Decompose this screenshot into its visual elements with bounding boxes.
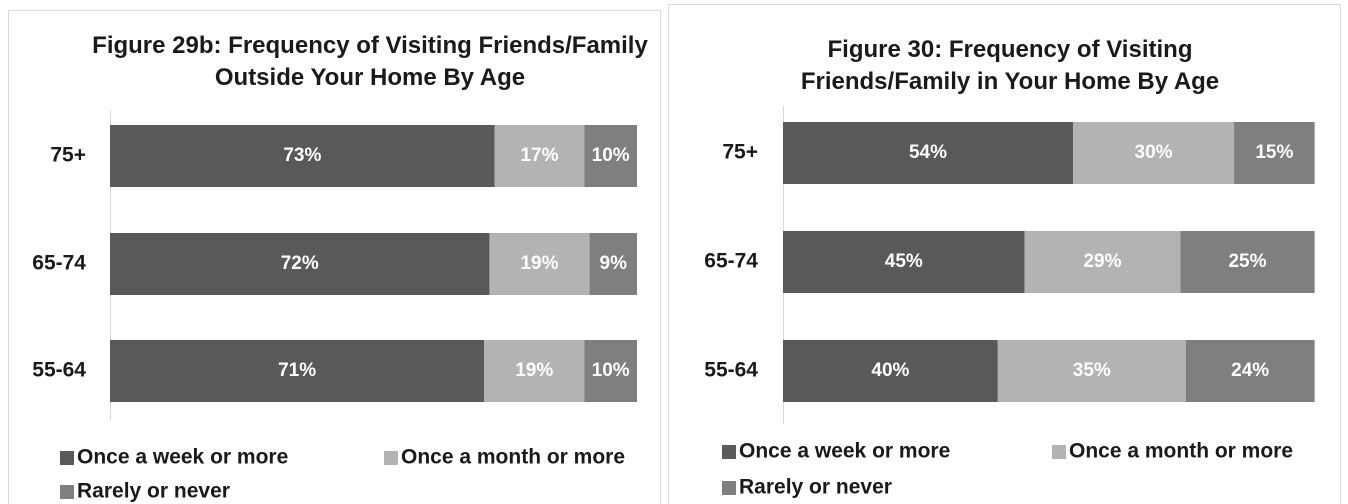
legend-label: Rarely or never [77, 480, 230, 503]
bar-segment [783, 231, 1025, 293]
category-label: 55-64 [704, 359, 758, 382]
legend-label: Once a week or more [739, 440, 950, 463]
bar-segment [489, 233, 590, 295]
value-label: 29% [1083, 251, 1121, 272]
bar-segment [783, 122, 1073, 184]
category-label: 75+ [50, 144, 86, 167]
value-label: 25% [1228, 251, 1266, 272]
panel-border [8, 10, 661, 504]
category-label: 75+ [722, 141, 758, 164]
legend-swatch [722, 445, 736, 459]
value-label: 73% [283, 145, 321, 166]
legend-swatch [60, 451, 74, 465]
value-label: 72% [281, 253, 319, 274]
bar-segment [1234, 122, 1315, 184]
panel-border [668, 4, 1341, 504]
bar-segment [494, 125, 585, 187]
chart-title: Figure 30: Frequency of Visiting Friends… [800, 36, 1220, 95]
value-label: 10% [592, 145, 630, 166]
legend-swatch [722, 481, 736, 495]
value-label: 15% [1255, 142, 1293, 163]
value-label: 30% [1135, 142, 1173, 163]
bar-segment [584, 340, 637, 402]
value-label: 71% [278, 360, 316, 381]
legend-swatch [384, 451, 398, 465]
value-label: 40% [871, 360, 909, 381]
value-label: 54% [909, 142, 947, 163]
chart-title: Figure 29b: Frequency of Visiting Friend… [92, 32, 648, 91]
bar-segment [110, 340, 485, 402]
value-label: 45% [885, 251, 923, 272]
bar-segment [484, 340, 585, 402]
legend-label: Once a month or more [401, 446, 625, 469]
value-label: 10% [592, 360, 630, 381]
bar-segment [584, 125, 637, 187]
value-label: 35% [1073, 360, 1111, 381]
legend-label: Rarely or never [739, 476, 892, 499]
value-label: 9% [600, 253, 628, 274]
bar-segment [783, 340, 998, 402]
bar-segment [589, 233, 637, 295]
value-label: 19% [515, 360, 553, 381]
bar-segment [110, 233, 490, 295]
bar-segment [110, 125, 495, 187]
value-label: 19% [520, 253, 558, 274]
category-label: 65-74 [32, 252, 86, 275]
legend-swatch [60, 485, 74, 499]
bar-segment [1072, 122, 1235, 184]
legend-swatch [1052, 445, 1066, 459]
value-label: 17% [520, 145, 558, 166]
bar-segment [1024, 231, 1181, 293]
category-label: 65-74 [704, 250, 758, 273]
legend-label: Once a week or more [77, 446, 288, 469]
category-label: 55-64 [32, 359, 86, 382]
value-label: 24% [1231, 360, 1269, 381]
bar-segment [997, 340, 1186, 402]
bar-segment [1185, 340, 1315, 402]
legend-label: Once a month or more [1069, 440, 1293, 463]
bar-segment [1180, 231, 1315, 293]
